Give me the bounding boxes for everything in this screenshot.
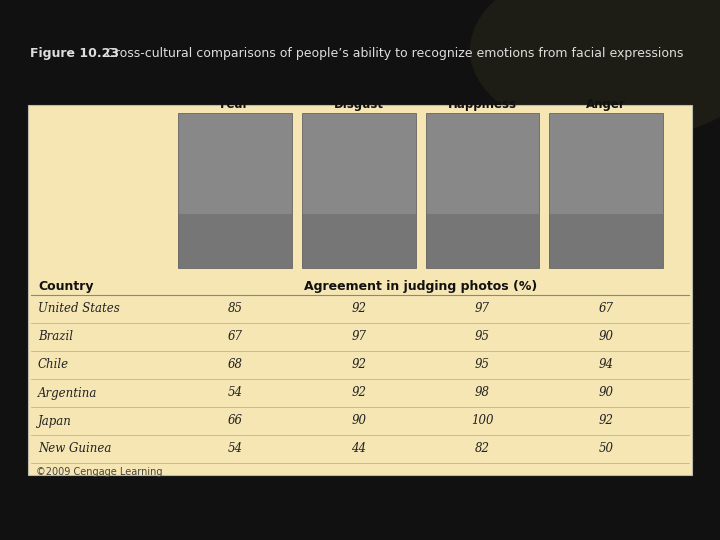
Text: Japan: Japan [38,415,72,428]
Text: 92: 92 [351,359,366,372]
Ellipse shape [470,0,720,140]
Text: 95: 95 [475,330,490,343]
Text: Brazil: Brazil [38,330,73,343]
FancyBboxPatch shape [178,113,292,268]
Text: 54: 54 [228,442,243,456]
Text: ©2009 Cengage Learning: ©2009 Cengage Learning [36,467,163,477]
Text: Country: Country [38,280,94,293]
Text: 50: 50 [598,442,613,456]
Text: 98: 98 [475,387,490,400]
Text: 54: 54 [228,387,243,400]
Text: 95: 95 [475,359,490,372]
Text: Cross-cultural comparisons of people’s ability to recognize emotions from facial: Cross-cultural comparisons of people’s a… [98,46,683,59]
FancyBboxPatch shape [178,214,292,268]
FancyBboxPatch shape [426,113,539,268]
Text: 94: 94 [598,359,613,372]
Text: 85: 85 [228,302,243,315]
Text: 90: 90 [351,415,366,428]
Text: 67: 67 [228,330,243,343]
FancyBboxPatch shape [28,105,692,475]
Text: 44: 44 [351,442,366,456]
Text: 97: 97 [475,302,490,315]
Text: Happiness: Happiness [448,98,517,111]
Text: 68: 68 [228,359,243,372]
Text: 92: 92 [598,415,613,428]
FancyBboxPatch shape [426,214,539,268]
Text: 67: 67 [598,302,613,315]
FancyBboxPatch shape [302,113,415,268]
Text: Figure 10.23: Figure 10.23 [30,46,119,59]
Text: New Guinea: New Guinea [38,442,112,456]
Text: 90: 90 [598,387,613,400]
Text: 90: 90 [598,330,613,343]
Text: 100: 100 [471,415,494,428]
FancyBboxPatch shape [302,214,415,268]
Text: 92: 92 [351,302,366,315]
FancyBboxPatch shape [549,214,663,268]
Text: Anger: Anger [586,98,626,111]
Text: Chile: Chile [38,359,69,372]
Text: Argentina: Argentina [38,387,97,400]
Text: 92: 92 [351,387,366,400]
Text: Disgust: Disgust [333,98,384,111]
Text: 97: 97 [351,330,366,343]
Text: Fear: Fear [220,98,250,111]
Text: United States: United States [38,302,120,315]
FancyBboxPatch shape [549,113,663,268]
Text: 82: 82 [475,442,490,456]
Text: 66: 66 [228,415,243,428]
Text: Agreement in judging photos (%): Agreement in judging photos (%) [304,280,537,293]
